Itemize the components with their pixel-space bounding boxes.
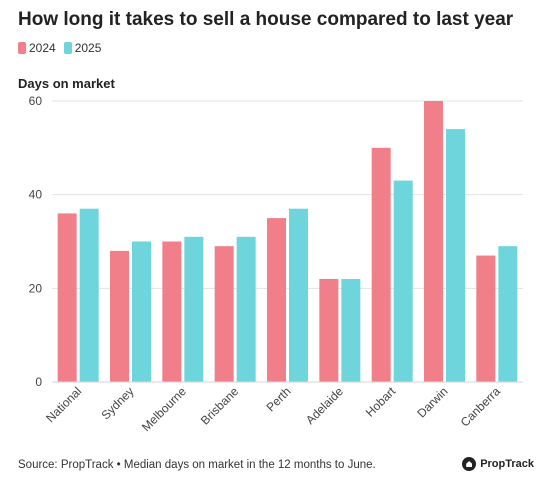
x-tick-label: Brisbane: [198, 384, 242, 428]
x-tick-label: Sydney: [98, 384, 136, 422]
bar-2024-national: [57, 213, 77, 382]
bar-2024-melbourne: [162, 241, 182, 382]
bar-2025-perth: [289, 208, 308, 382]
legend: 2024 2025: [18, 41, 101, 55]
bar-2024-canberra: [476, 255, 496, 382]
bar-2025-hobart: [393, 180, 413, 382]
x-tick-label: Canberra: [458, 384, 504, 430]
bar-2024-sydney: [110, 250, 129, 382]
brand-logo: PropTrack: [462, 457, 534, 471]
bar-2025-sydney: [132, 241, 151, 382]
x-tick-label: Perth: [263, 384, 293, 414]
legend-label-2024: 2024: [29, 41, 56, 55]
y-tick-label: 20: [29, 281, 43, 295]
bar-2025-national: [79, 208, 99, 382]
bar-2025-adelaide: [341, 278, 361, 382]
legend-item-2024[interactable]: 2024: [18, 41, 56, 55]
brand-name: PropTrack: [480, 458, 534, 470]
bar-2025-brisbane: [236, 236, 256, 382]
y-tick-label: 60: [29, 94, 43, 108]
source-note: Source: PropTrack • Median days on marke…: [18, 459, 376, 471]
bar-2024-brisbane: [214, 246, 234, 382]
bar-2024-adelaide: [319, 278, 339, 382]
bar-2025-canberra: [498, 246, 518, 382]
bar-2024-perth: [267, 218, 286, 382]
legend-swatch-2024: [18, 42, 26, 54]
x-tick-label: Hobart: [363, 384, 399, 420]
y-tick-label: 0: [35, 375, 42, 389]
proptrack-logo-icon: [462, 457, 477, 471]
bar-2025-melbourne: [184, 236, 204, 382]
chart-title: How long it takes to sell a house compar…: [18, 9, 514, 30]
legend-swatch-2025: [63, 42, 72, 54]
x-tick-label: Melbourne: [139, 384, 189, 434]
legend-label-2025: 2025: [74, 41, 102, 55]
x-tick-label: National: [43, 384, 84, 425]
legend-item-2025[interactable]: 2025: [63, 41, 102, 55]
bar-2024-darwin: [424, 101, 443, 382]
bar-2025-darwin: [446, 129, 465, 382]
x-tick-label: Adelaide: [303, 384, 346, 427]
y-tick-label: 40: [29, 188, 43, 202]
y-axis-label: Days on market: [18, 76, 115, 91]
x-tick-label: Darwin: [414, 384, 450, 420]
bar-2024-hobart: [371, 147, 391, 382]
